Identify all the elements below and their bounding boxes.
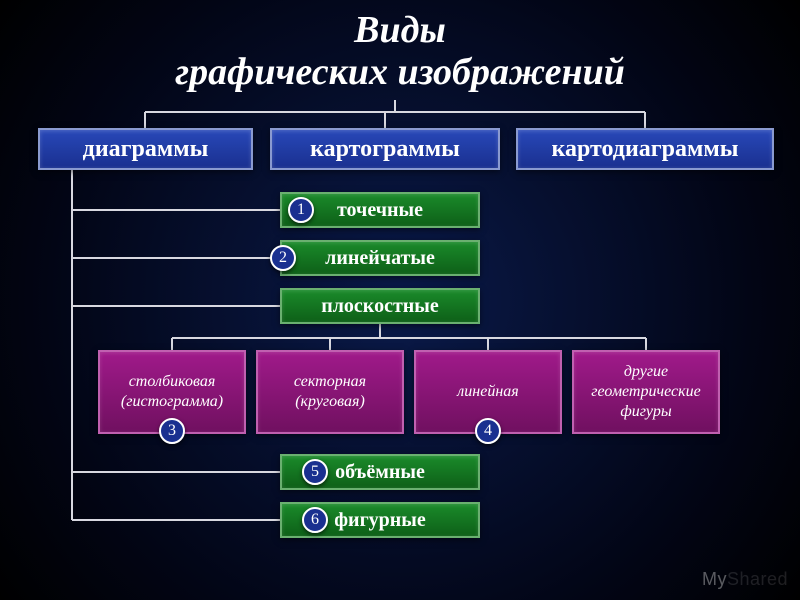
- green-box-label: плоскостные: [321, 295, 439, 318]
- green-box-label: линейчатые: [325, 247, 435, 270]
- purple-line2: (гистограмма): [121, 392, 223, 412]
- top-box-diagrams: диаграммы: [38, 128, 253, 170]
- purple-line3: фигуры: [620, 402, 671, 422]
- purple-line1: другие: [624, 362, 668, 382]
- badge-4: 4: [475, 418, 501, 444]
- purple-line1: столбиковая: [129, 372, 216, 392]
- watermark-my: My: [702, 569, 727, 589]
- top-box-label: картодиаграммы: [552, 136, 739, 163]
- badge-1: 1: [288, 197, 314, 223]
- top-box-cartograms: картограммы: [270, 128, 500, 170]
- top-box-label: картограммы: [310, 136, 460, 163]
- green-box-line: линейчатые: [280, 240, 480, 276]
- purple-line2: геометрические: [591, 382, 700, 402]
- page-title: Виды графических изображений: [0, 10, 800, 94]
- badge-3: 3: [159, 418, 185, 444]
- green-box-planar: плоскостные: [280, 288, 480, 324]
- badge-6: 6: [302, 507, 328, 533]
- badge-5: 5: [302, 459, 328, 485]
- purple-box-other: другие геометрические фигуры: [572, 350, 720, 434]
- watermark: MyShared: [702, 569, 788, 590]
- green-box-label: фигурные: [334, 509, 426, 532]
- top-box-label: диаграммы: [83, 136, 209, 163]
- badge-2: 2: [270, 245, 296, 271]
- purple-line2: линейная: [457, 382, 518, 402]
- purple-box-sector: секторная (круговая): [256, 350, 404, 434]
- top-box-cartodiagrams: картодиаграммы: [516, 128, 774, 170]
- title-line2: графических изображений: [175, 51, 625, 93]
- title-line1: Виды: [354, 9, 446, 51]
- green-box-label: объёмные: [335, 461, 425, 484]
- purple-line2: (круговая): [295, 392, 365, 412]
- watermark-shared: Shared: [727, 569, 788, 589]
- green-box-label: точечные: [337, 199, 423, 222]
- purple-line1: секторная: [294, 372, 366, 392]
